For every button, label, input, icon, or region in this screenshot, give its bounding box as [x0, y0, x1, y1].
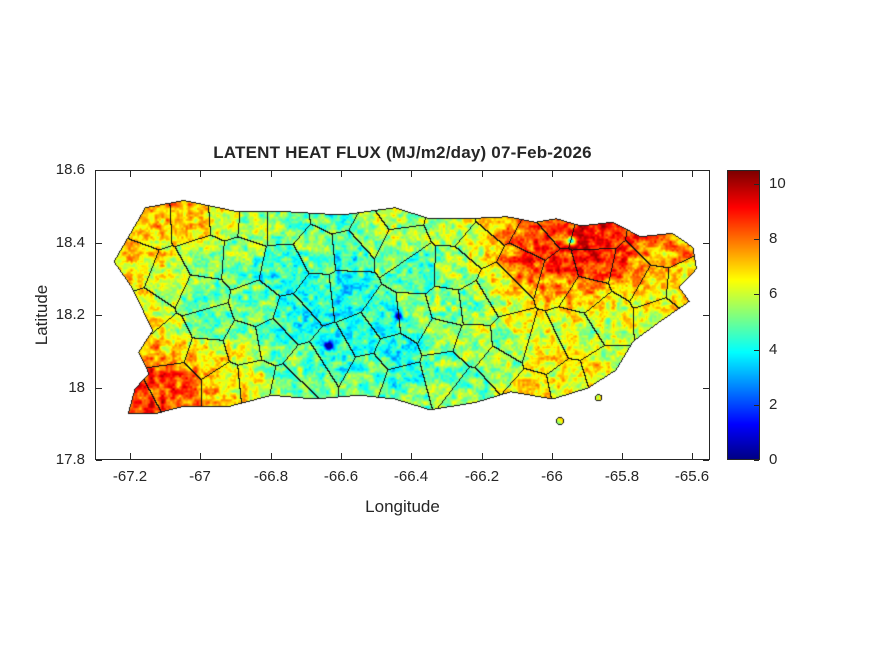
- heatmap-canvas: [96, 171, 709, 459]
- colorbar-tick-label: 2: [769, 396, 778, 413]
- x-tick-label: -66.4: [393, 468, 429, 485]
- colorbar-tick-mark: [754, 460, 759, 461]
- y-tick-label: 17.8: [55, 451, 85, 468]
- colorbar-tick-label: 4: [769, 341, 778, 358]
- colorbar-tick-label: 8: [769, 230, 778, 247]
- x-tick-label: -67.2: [112, 468, 148, 485]
- x-tick-label: -65.6: [674, 468, 710, 485]
- x-tick-label: -66: [541, 468, 563, 485]
- y-axis-label: Latitude: [32, 284, 51, 346]
- colorbar-tick-label: 6: [769, 285, 778, 302]
- colorbar-tick-label: 10: [769, 175, 786, 192]
- plot-area: [95, 170, 710, 460]
- x-tick-label: -65.8: [604, 468, 640, 485]
- y-tick-mark-right: [703, 460, 709, 461]
- chart-title: LATENT HEAT FLUX (MJ/m2/day) 07-Feb-2026: [213, 143, 592, 162]
- x-axis-label: Longitude: [365, 497, 440, 516]
- x-tick-label: -66.2: [464, 468, 500, 485]
- y-tick-label: 18: [68, 379, 85, 396]
- x-tick-label: -67: [189, 468, 211, 485]
- colorbar-gradient: [728, 171, 759, 459]
- y-tick-label: 18.6: [55, 161, 85, 178]
- x-tick-label: -66.6: [323, 468, 359, 485]
- colorbar-tick-label: 0: [769, 451, 778, 468]
- colorbar: [727, 170, 760, 460]
- y-tick-mark: [96, 460, 102, 461]
- y-tick-label: 18.4: [55, 234, 85, 251]
- x-tick-label: -66.8: [253, 468, 289, 485]
